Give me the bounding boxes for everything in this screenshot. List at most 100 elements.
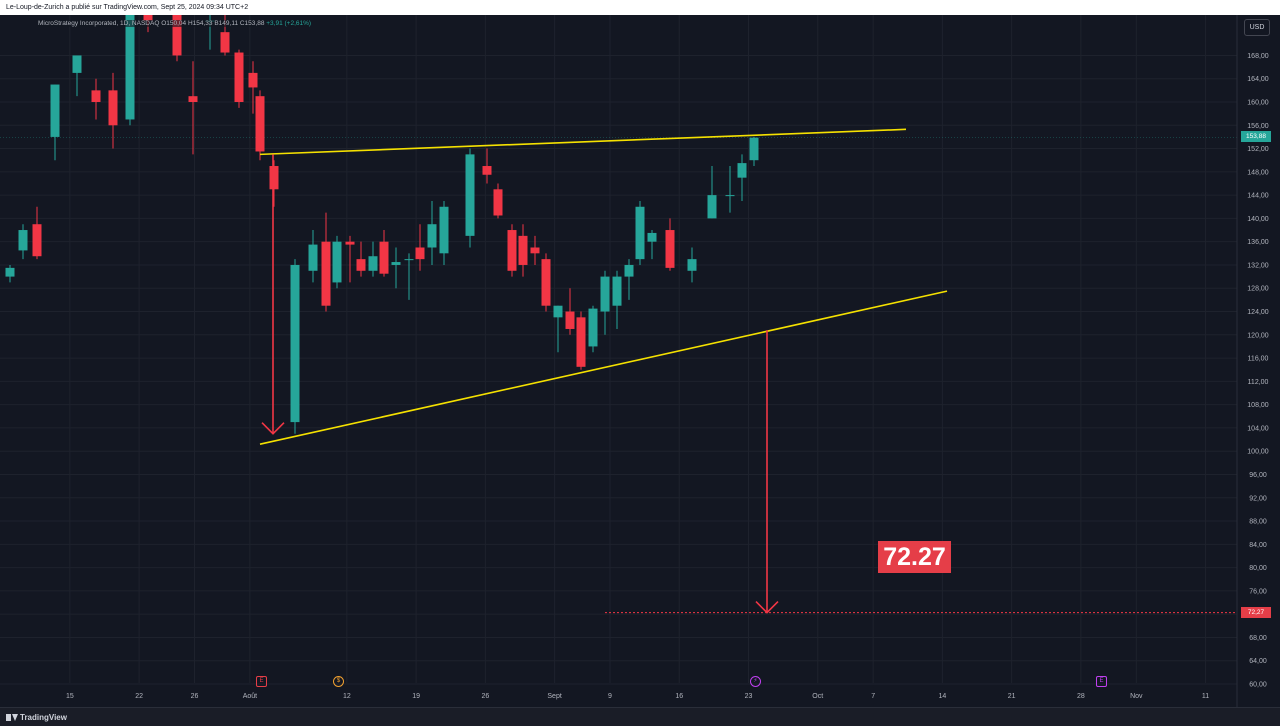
split-event-icon[interactable]: ⚡ [750, 676, 761, 687]
candle-body [404, 259, 414, 261]
trendline [259, 128, 907, 156]
candle-body [482, 166, 492, 175]
candle-body [91, 90, 101, 102]
candle-body [465, 154, 475, 236]
candle-body [32, 224, 42, 257]
price-tick-label: 64,00 [1249, 658, 1267, 665]
dividend-event-icon[interactable]: $ [333, 676, 344, 687]
candle-body [737, 163, 747, 178]
price-tick-label: 132,00 [1247, 262, 1269, 269]
price-tick-label: 148,00 [1247, 169, 1269, 176]
grid [0, 15, 1237, 685]
earnings-event-icon[interactable]: E [1096, 676, 1107, 687]
time-tick-label: 28 [1077, 693, 1085, 700]
candle-body [368, 256, 378, 271]
candle-body [707, 195, 717, 219]
candle-body [332, 241, 342, 283]
publication-header: Le-Loup-de-Zurich a publié sur TradingVi… [0, 0, 1280, 15]
price-tick-label: 88,00 [1249, 519, 1267, 526]
time-tick-label: 7 [871, 693, 875, 700]
candle-body [345, 241, 355, 245]
candle-body [143, 15, 153, 21]
candle-body [290, 264, 300, 423]
tradingview-logo-icon [6, 713, 18, 721]
time-tick-label: 26 [481, 693, 489, 700]
time-tick-label: 9 [608, 693, 612, 700]
candle-body [612, 276, 622, 306]
price-tick-label: 152,00 [1247, 146, 1269, 153]
price-tick-label: 68,00 [1249, 635, 1267, 642]
time-tick-label: 19 [412, 693, 420, 700]
price-tick-label: 108,00 [1247, 402, 1269, 409]
candle-body [172, 15, 182, 56]
candle-body [72, 55, 82, 73]
candle-body [321, 241, 331, 306]
price-tick-label: 104,00 [1247, 425, 1269, 432]
candle-body [600, 276, 610, 312]
candle-body [541, 259, 551, 306]
candle-body [665, 230, 675, 268]
candle-body [234, 52, 244, 102]
time-tick-label: Sept [547, 693, 561, 700]
candle-body [248, 72, 258, 88]
price-tick-label: 140,00 [1247, 216, 1269, 223]
candle-body [635, 206, 645, 260]
time-tick-label: Août [243, 693, 257, 700]
price-tick-label: 112,00 [1248, 379, 1269, 386]
candle-body [687, 259, 697, 271]
candle-body [188, 96, 198, 102]
time-tick-label: 26 [191, 693, 199, 700]
time-tick-label: 11 [1202, 693, 1209, 700]
price-tick-label: 84,00 [1249, 542, 1267, 549]
candle-body [439, 206, 449, 254]
candle-body [415, 247, 425, 260]
candle-body [379, 241, 389, 274]
candle-body [565, 311, 575, 329]
candle-body [308, 244, 318, 271]
price-tick-label: 76,00 [1249, 588, 1267, 595]
time-tick-label: 15 [66, 693, 74, 700]
candle-body [493, 189, 503, 216]
price-tick-label: 116,00 [1248, 356, 1269, 363]
time-axis[interactable]: 15 22 26 Août 12 19 26 Sept 9 16 23 Oct 7 14 21 28 Nov 11 [66, 693, 1209, 700]
arrow-head [261, 422, 285, 435]
price-tick-label: 164,00 [1247, 76, 1269, 83]
candle-body [255, 96, 265, 152]
price-tick-label: 136,00 [1247, 239, 1269, 246]
time-tick-label: 23 [745, 693, 753, 700]
candlestick-chart[interactable]: 60,0064,0068,0072,0076,0080,0084,0088,00… [0, 15, 1280, 707]
trendline [259, 290, 948, 445]
candle-body [507, 230, 517, 271]
price-tick-label: 120,00 [1247, 332, 1269, 339]
price-axis[interactable]: 60,0064,0068,0072,0076,0080,0084,0088,00… [1247, 53, 1269, 689]
price-tick-label: 96,00 [1249, 472, 1267, 479]
price-tick-label: 80,00 [1249, 565, 1267, 572]
candle-body [5, 267, 15, 277]
currency-button[interactable]: USD [1244, 19, 1270, 36]
trendlines[interactable] [259, 128, 948, 445]
time-tick-label: 12 [343, 693, 351, 700]
earnings-event-icon[interactable]: E [256, 676, 267, 687]
target-price-label: 72.27 [878, 541, 951, 573]
candle-body [50, 84, 60, 137]
price-tick-label: 160,00 [1247, 100, 1269, 107]
price-tick-label: 156,00 [1247, 123, 1269, 130]
candle-body [530, 247, 540, 254]
footer-bar: TradingView [0, 707, 1280, 726]
price-tick-label: 124,00 [1247, 309, 1269, 316]
last-price-tag: 153,88 [1241, 131, 1271, 142]
time-tick-label: 22 [135, 693, 143, 700]
target-price-tag: 72,27 [1241, 607, 1271, 618]
candle-body [576, 317, 586, 367]
candle-body [391, 262, 401, 265]
candle-body [588, 308, 598, 347]
candle-body [269, 166, 279, 190]
price-tick-label: 100,00 [1247, 449, 1269, 456]
time-tick-label: 21 [1008, 693, 1016, 700]
candle-body [125, 15, 135, 120]
time-tick-label: Oct [812, 693, 823, 700]
candle-body [108, 90, 118, 126]
symbol-name: MicroStrategy Incorporated, 1D, NASDAQ [38, 20, 160, 27]
price-tick-label: 144,00 [1247, 193, 1269, 200]
candle-body [553, 305, 563, 318]
